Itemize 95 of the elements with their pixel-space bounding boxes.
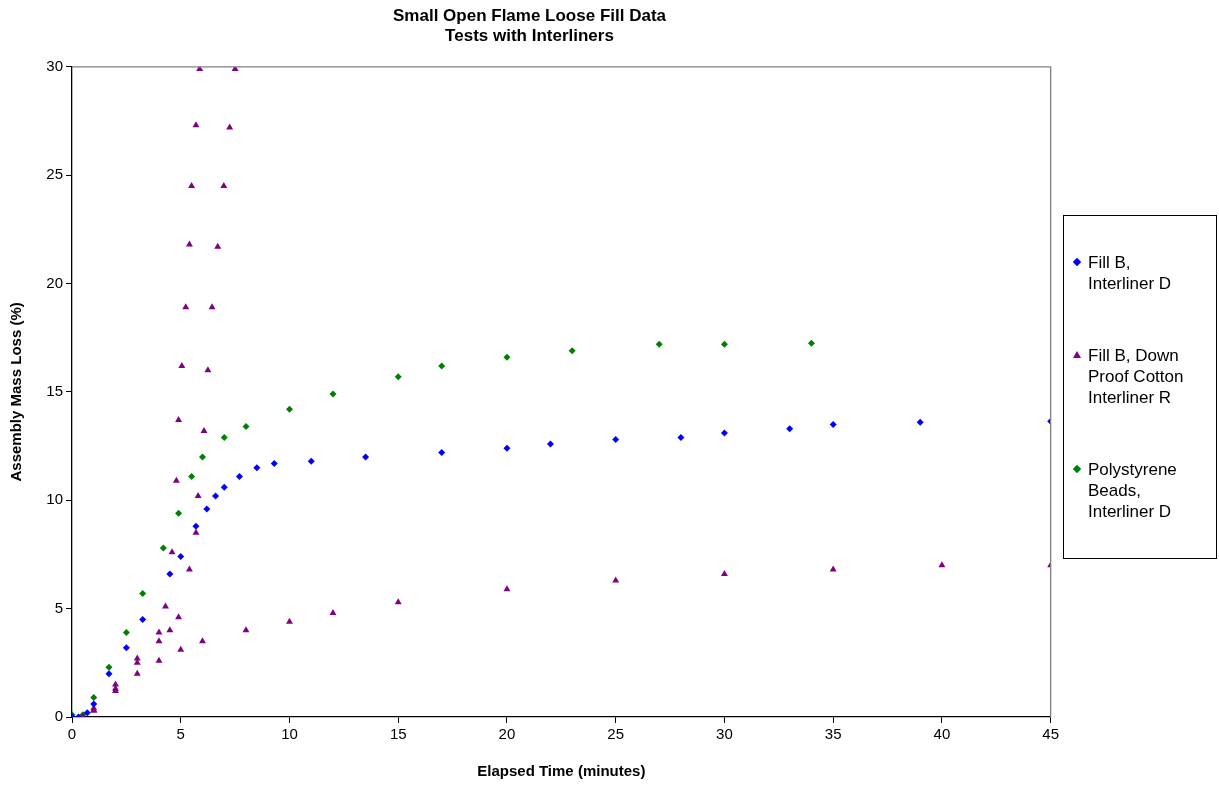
point — [185, 565, 193, 572]
point — [198, 453, 206, 461]
point — [192, 522, 200, 530]
y-axis-title: Assembly Mass Loss (%) — [7, 302, 25, 482]
point — [916, 418, 924, 426]
point — [807, 339, 815, 347]
point — [212, 492, 220, 500]
point — [655, 340, 663, 348]
chart-subtitle: Tests with Interliners — [445, 26, 614, 46]
y-tick-label: 5 — [54, 598, 63, 616]
point — [720, 429, 728, 437]
legend-label: Polystyrene Beads, Interliner D — [1088, 459, 1178, 523]
point — [329, 390, 337, 398]
x-tick-label: 20 — [498, 725, 516, 743]
point — [105, 670, 113, 678]
point — [185, 240, 193, 247]
point — [139, 589, 147, 597]
y-tick-label: 20 — [46, 273, 63, 291]
point — [203, 505, 211, 513]
point — [199, 637, 206, 644]
point — [182, 303, 190, 310]
point — [394, 598, 402, 605]
y-tick-label: 25 — [46, 165, 63, 183]
point — [155, 637, 163, 644]
y-tick-label: 10 — [46, 490, 63, 508]
point — [235, 472, 243, 480]
point — [503, 585, 511, 592]
point — [204, 366, 212, 373]
point — [677, 433, 685, 441]
point — [122, 628, 130, 636]
chart-title: Small Open Flame Loose Fill Data — [392, 5, 667, 25]
legend-label: Fill B, Interliner D — [1088, 251, 1173, 294]
point — [133, 669, 141, 676]
point — [286, 617, 293, 624]
point — [220, 483, 228, 491]
point — [188, 472, 196, 480]
x-tick-label: 35 — [824, 725, 842, 743]
point — [172, 476, 180, 483]
x-tick-label: 0 — [67, 725, 77, 743]
x-tick-label: 45 — [1042, 725, 1059, 743]
point — [175, 416, 183, 423]
point — [242, 423, 250, 431]
point — [720, 340, 728, 348]
point — [568, 347, 576, 355]
point — [192, 528, 200, 535]
point — [200, 426, 208, 433]
point — [938, 561, 946, 568]
x-tick-label: 15 — [389, 725, 407, 743]
y-tick-label: 15 — [46, 382, 63, 400]
point — [503, 444, 511, 452]
point — [253, 464, 261, 472]
point — [90, 693, 98, 701]
point — [188, 182, 196, 188]
x-tick-label: 40 — [933, 725, 951, 743]
x-axis-title: Elapsed Time (minutes) — [477, 762, 646, 780]
point — [105, 663, 113, 671]
x-tick-label: 25 — [607, 725, 625, 743]
point — [394, 373, 402, 381]
point — [438, 449, 446, 457]
point — [438, 362, 446, 370]
point — [307, 457, 315, 465]
y-tick-label: 30 — [46, 56, 63, 74]
y-tick-label: 0 — [54, 707, 63, 725]
point — [177, 645, 185, 652]
point — [503, 353, 511, 361]
point — [178, 361, 186, 368]
point — [829, 565, 837, 572]
point — [139, 615, 147, 623]
point — [166, 626, 174, 633]
point — [83, 709, 91, 717]
legend-label: Fill B, Down Proof Cotton Interliner R — [1088, 345, 1185, 408]
point — [362, 453, 370, 461]
point — [177, 553, 185, 561]
point — [194, 491, 202, 498]
point — [285, 405, 293, 413]
point — [175, 613, 183, 620]
point — [546, 440, 554, 448]
point — [175, 509, 183, 517]
point — [90, 700, 98, 708]
point — [220, 433, 228, 441]
x-tick-label: 5 — [176, 725, 185, 743]
point — [720, 569, 728, 576]
point — [220, 182, 228, 188]
point — [122, 644, 130, 652]
point — [786, 425, 794, 433]
point — [166, 570, 174, 578]
point — [155, 656, 163, 663]
point — [270, 459, 278, 467]
point — [159, 544, 167, 552]
x-tick-label: 30 — [716, 725, 733, 743]
point — [214, 242, 222, 249]
x-tick-label: 10 — [281, 725, 298, 743]
point — [612, 436, 620, 444]
point — [829, 420, 837, 428]
point — [329, 608, 337, 615]
